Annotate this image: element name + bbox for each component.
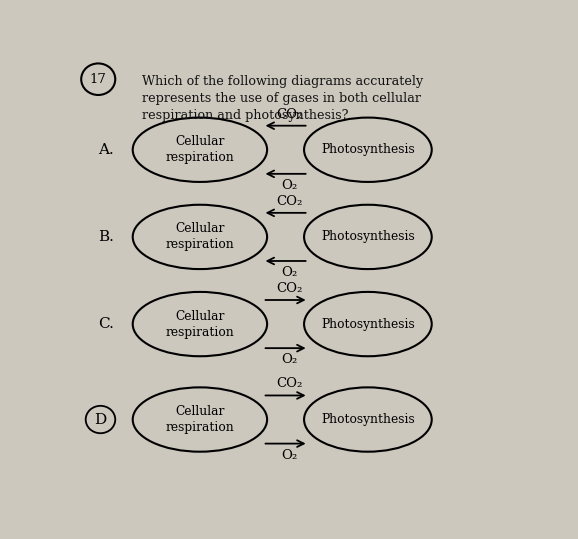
Text: O₂: O₂ — [281, 353, 298, 366]
Text: O₂: O₂ — [281, 448, 298, 461]
Text: Cellular
respiration: Cellular respiration — [165, 135, 234, 164]
Text: Photosynthesis: Photosynthesis — [321, 143, 415, 156]
Text: C.: C. — [98, 317, 114, 331]
Text: Photosynthesis: Photosynthesis — [321, 413, 415, 426]
Text: O₂: O₂ — [281, 266, 298, 279]
Text: Photosynthesis: Photosynthesis — [321, 317, 415, 330]
Text: CO₂: CO₂ — [276, 108, 303, 121]
Text: CO₂: CO₂ — [276, 282, 303, 295]
Text: D: D — [94, 412, 106, 426]
Text: Photosynthesis: Photosynthesis — [321, 230, 415, 244]
Text: CO₂: CO₂ — [276, 195, 303, 208]
Text: Cellular
respiration: Cellular respiration — [165, 223, 234, 251]
Text: O₂: O₂ — [281, 179, 298, 192]
Text: B.: B. — [98, 230, 114, 244]
Text: A.: A. — [98, 143, 114, 157]
Text: Which of the following diagrams accurately
represents the use of gases in both c: Which of the following diagrams accurate… — [142, 75, 423, 122]
Text: Cellular
respiration: Cellular respiration — [165, 405, 234, 434]
Text: 17: 17 — [90, 73, 107, 86]
Text: CO₂: CO₂ — [276, 377, 303, 390]
Text: Cellular
respiration: Cellular respiration — [165, 309, 234, 338]
